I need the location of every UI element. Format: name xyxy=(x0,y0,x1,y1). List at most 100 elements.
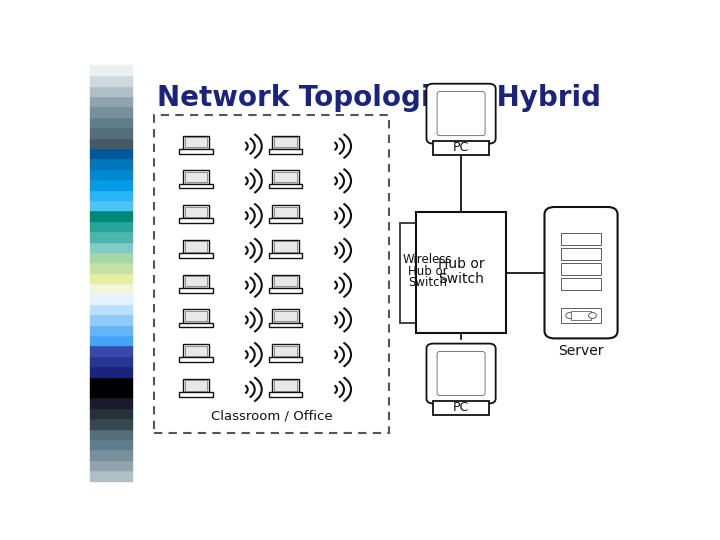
Bar xyxy=(90,106,132,117)
Bar xyxy=(561,278,601,290)
Bar xyxy=(185,276,207,286)
Bar xyxy=(183,379,210,392)
Circle shape xyxy=(566,313,574,319)
Bar xyxy=(90,231,132,241)
Bar xyxy=(269,288,302,293)
Bar xyxy=(90,387,132,397)
Bar xyxy=(90,179,132,190)
Bar xyxy=(561,308,601,323)
Text: PC: PC xyxy=(453,401,469,414)
Bar xyxy=(90,65,132,75)
Bar xyxy=(90,429,132,439)
Bar xyxy=(274,241,297,252)
Bar xyxy=(90,200,132,210)
Text: Hub or: Hub or xyxy=(408,265,447,278)
Bar xyxy=(416,212,505,333)
Bar xyxy=(456,141,466,146)
Bar xyxy=(185,172,207,182)
Bar xyxy=(90,439,132,449)
Bar xyxy=(179,219,213,223)
Bar xyxy=(90,148,132,158)
Bar xyxy=(185,311,207,321)
Text: Switch: Switch xyxy=(438,272,484,286)
Text: PC: PC xyxy=(453,141,469,154)
Bar xyxy=(272,205,299,219)
Bar xyxy=(561,233,601,245)
FancyBboxPatch shape xyxy=(437,352,485,396)
FancyBboxPatch shape xyxy=(437,92,485,136)
Bar xyxy=(90,335,132,346)
Text: Network Topologies - Hybrid: Network Topologies - Hybrid xyxy=(157,84,601,112)
Bar xyxy=(274,346,297,356)
Bar xyxy=(90,449,132,460)
Bar xyxy=(90,408,132,418)
Bar xyxy=(90,356,132,366)
Bar xyxy=(154,114,389,433)
Bar xyxy=(185,207,207,217)
Bar xyxy=(179,184,213,188)
Bar xyxy=(90,127,132,138)
Bar xyxy=(179,253,213,258)
Bar xyxy=(90,346,132,356)
Bar xyxy=(269,253,302,258)
Bar xyxy=(274,172,297,182)
Bar xyxy=(90,221,132,231)
Bar xyxy=(90,138,132,148)
Bar xyxy=(272,274,299,288)
Bar xyxy=(272,170,299,184)
Bar xyxy=(90,262,132,273)
Bar xyxy=(90,241,132,252)
FancyBboxPatch shape xyxy=(544,207,618,339)
Bar xyxy=(90,397,132,408)
Bar xyxy=(90,158,132,168)
Bar xyxy=(90,283,132,294)
Bar xyxy=(433,141,489,155)
Bar xyxy=(90,314,132,325)
FancyBboxPatch shape xyxy=(426,84,495,144)
Bar xyxy=(272,379,299,392)
Bar xyxy=(90,325,132,335)
Bar xyxy=(400,223,456,322)
Bar xyxy=(183,240,210,253)
Bar xyxy=(274,380,297,390)
Bar xyxy=(185,137,207,147)
Bar xyxy=(179,392,213,397)
Bar xyxy=(90,470,132,481)
Bar xyxy=(90,75,132,85)
Bar xyxy=(183,136,210,149)
Bar xyxy=(183,274,210,288)
Text: Classroom / Office: Classroom / Office xyxy=(210,409,332,422)
Bar xyxy=(90,252,132,262)
Bar xyxy=(269,184,302,188)
Bar xyxy=(456,401,466,406)
Bar xyxy=(179,149,213,154)
Bar xyxy=(183,205,210,219)
Bar xyxy=(90,418,132,429)
Bar xyxy=(183,309,210,323)
Circle shape xyxy=(588,313,596,319)
Bar xyxy=(179,357,213,362)
Bar xyxy=(274,137,297,147)
Bar xyxy=(90,293,132,304)
Bar xyxy=(272,344,299,357)
Bar xyxy=(561,263,601,275)
Bar xyxy=(179,288,213,293)
Bar xyxy=(185,380,207,390)
Bar xyxy=(433,401,489,415)
Bar xyxy=(269,357,302,362)
Text: Wireless: Wireless xyxy=(402,253,452,266)
Bar xyxy=(571,311,591,320)
Bar xyxy=(90,366,132,377)
Bar xyxy=(90,117,132,127)
Text: Switch: Switch xyxy=(408,276,447,289)
Bar xyxy=(90,273,132,283)
Bar xyxy=(272,136,299,149)
Bar xyxy=(90,460,132,470)
Bar xyxy=(274,207,297,217)
Bar xyxy=(90,85,132,96)
Bar xyxy=(183,170,210,184)
Bar xyxy=(272,240,299,253)
Bar xyxy=(185,241,207,252)
Bar xyxy=(90,211,132,221)
Bar xyxy=(90,190,132,200)
